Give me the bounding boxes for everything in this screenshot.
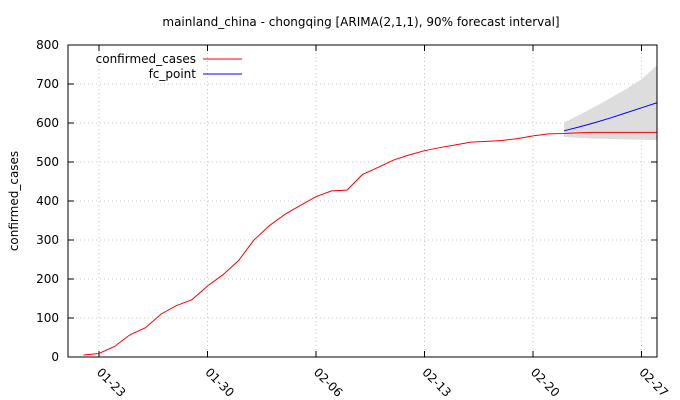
- y-tick-label: 300: [36, 233, 59, 247]
- legend: confirmed_cases fc_point: [96, 52, 242, 81]
- grid: [68, 45, 657, 357]
- y-axis-label: confirmed_cases: [7, 151, 21, 251]
- y-tick-label: 200: [36, 272, 59, 286]
- y-tick-label: 500: [36, 155, 59, 169]
- y-tick-label: 0: [51, 350, 59, 364]
- legend-label-fc-point: fc_point: [149, 67, 197, 81]
- x-tick-label: 02-06: [311, 365, 346, 400]
- series-line-confirmed-cases: [83, 131, 657, 356]
- y-tick-label: 800: [36, 38, 59, 52]
- x-tick-label: 02-13: [419, 365, 454, 400]
- y-tick-label: 700: [36, 77, 59, 91]
- y-tick-label: 400: [36, 194, 59, 208]
- legend-label-confirmed-cases: confirmed_cases: [96, 52, 196, 66]
- y-tick-label: 600: [36, 116, 59, 130]
- chart-title: mainland_china - chongqing [ARIMA(2,1,1)…: [162, 15, 559, 29]
- x-tick-label: 01-30: [202, 365, 237, 400]
- x-tick-label: 01-23: [94, 365, 129, 400]
- plot-frame: [67, 44, 658, 358]
- y-ticks: 0 100 200 300 400 500 600 700 800: [36, 38, 657, 364]
- plot-area: [83, 65, 658, 356]
- y-tick-label: 100: [36, 311, 59, 325]
- forecast-interval-band: [564, 65, 657, 141]
- x-tick-label: 02-20: [528, 365, 563, 400]
- x-ticks: 01-23 01-30 02-06 02-13 02-20 02-27: [94, 45, 671, 400]
- x-tick-label: 02-27: [636, 365, 671, 400]
